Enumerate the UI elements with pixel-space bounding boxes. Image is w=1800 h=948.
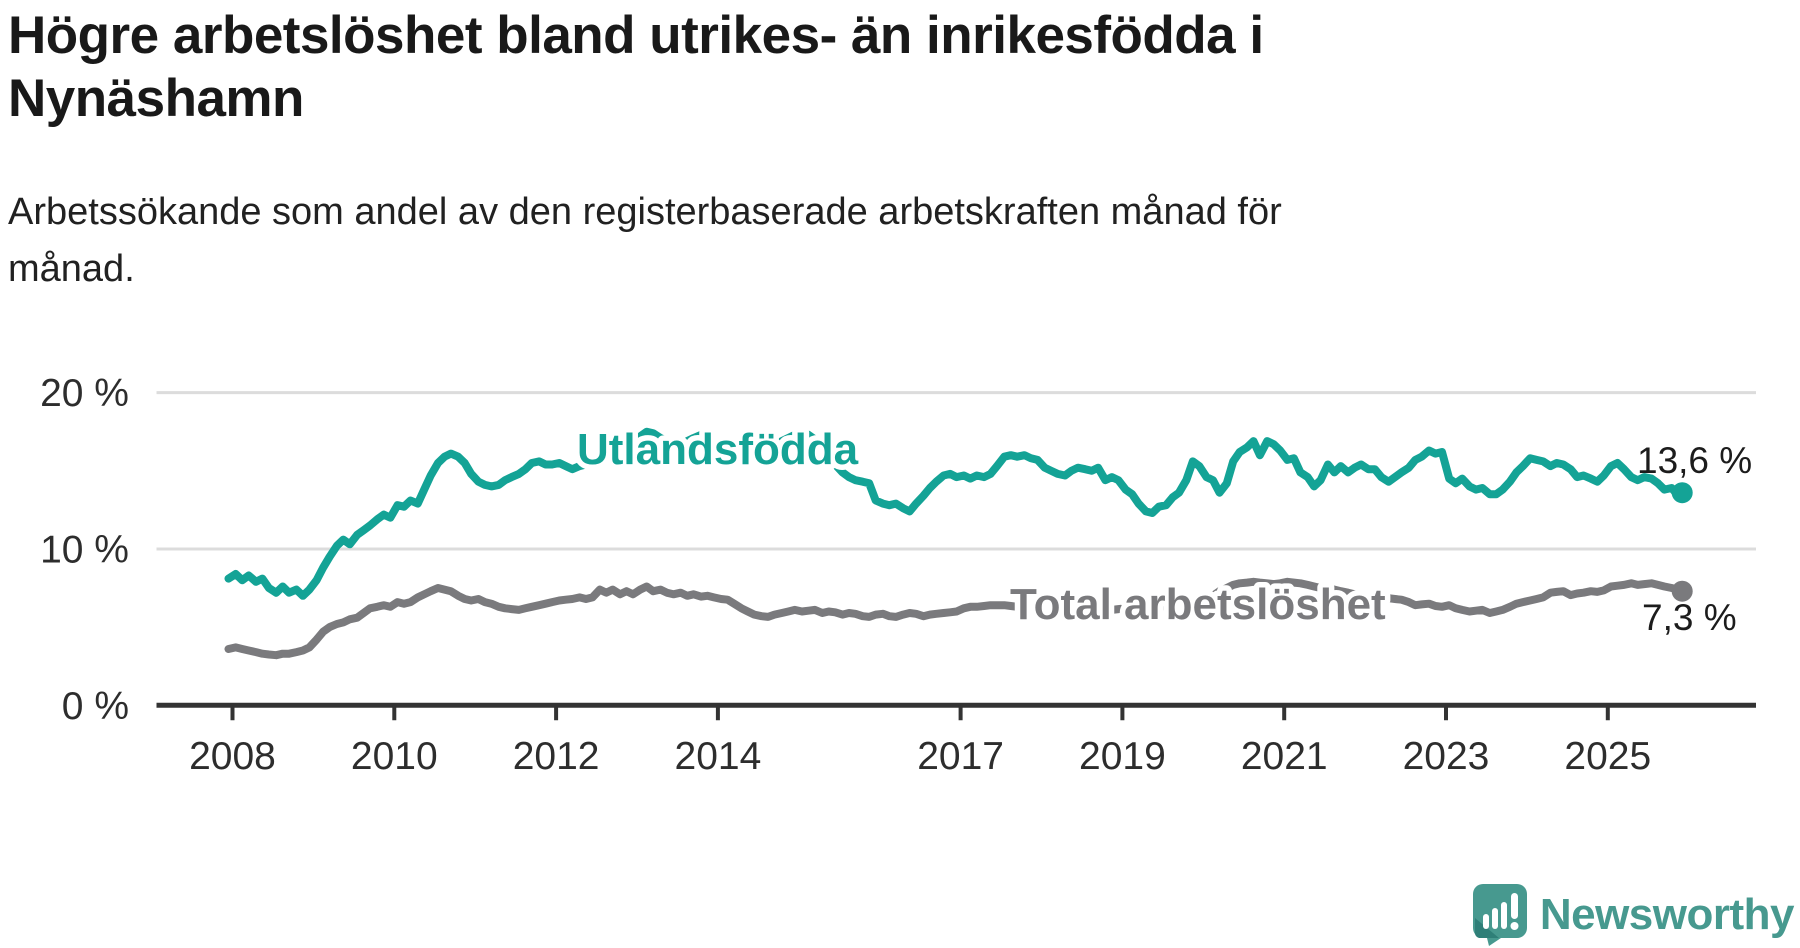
x-axis-tick-label: 2010 (351, 735, 438, 778)
newsworthy-logo-icon (1472, 884, 1527, 946)
chart-subtitle-line1: Arbetssökande som andel av den registerb… (8, 191, 1282, 233)
x-axis-tick-label: 2012 (513, 735, 600, 778)
series-label-total-arbetsloshet: Total arbetslöshet (1010, 580, 1386, 629)
page-title: Högre arbetslöshet bland utrikes- än inr… (8, 4, 1264, 130)
bar-large (1500, 902, 1507, 929)
bar-small (1482, 914, 1489, 929)
y-axis-labels: 0 % 10 % 20 % (40, 372, 129, 728)
x-axis-tick-label: 2023 (1403, 735, 1490, 778)
newsworthy-logo: Newsworthy (1472, 884, 1795, 946)
x-axis-tick-label: 2021 (1241, 735, 1328, 778)
gridlines (156, 391, 1756, 551)
end-value-label-total-arbetsloshet: 7,3 % (1642, 597, 1737, 638)
x-axis: 2008 2010 2012 2014 2017 2019 2021 2023 2025 (156, 702, 1756, 778)
y-axis-tick-label: 20 % (40, 372, 129, 415)
x-axis-tick-label: 2017 (917, 735, 1004, 778)
series-endpoint-dot-1 (1671, 580, 1693, 602)
page-title-line1: Högre arbetslöshet bland utrikes- än inr… (8, 6, 1264, 65)
series-lines (224, 427, 1687, 660)
series-line-1 (224, 577, 1687, 660)
end-value-label-utlandsfodda: 13,6 % (1637, 440, 1752, 481)
x-axis-tick-label: 2014 (675, 735, 762, 778)
series-endpoint-dots (1671, 482, 1693, 602)
exclamation-bar (1510, 893, 1518, 919)
bar-medium (1491, 908, 1498, 929)
series-endpoint-dot-0 (1671, 482, 1693, 504)
newsworthy-logo-text: Newsworthy (1539, 890, 1795, 939)
chart-subtitle-line2: månad. (8, 248, 135, 290)
chart-subtitle: Arbetssökande som andel av den registerb… (8, 184, 1282, 298)
x-axis-tick-label: 2019 (1079, 735, 1166, 778)
y-axis-tick-label: 10 % (40, 528, 129, 571)
series-label-utlandsfodda: Utlandsfödda (577, 425, 859, 474)
exclamation-dot (1510, 922, 1519, 930)
series-line-0 (224, 427, 1687, 600)
x-axis-tick-label: 2008 (189, 735, 276, 778)
y-axis-tick-label: 0 % (62, 685, 129, 728)
page-title-line2: Nynäshamn (8, 69, 304, 128)
x-axis-tick-label: 2025 (1564, 735, 1651, 778)
